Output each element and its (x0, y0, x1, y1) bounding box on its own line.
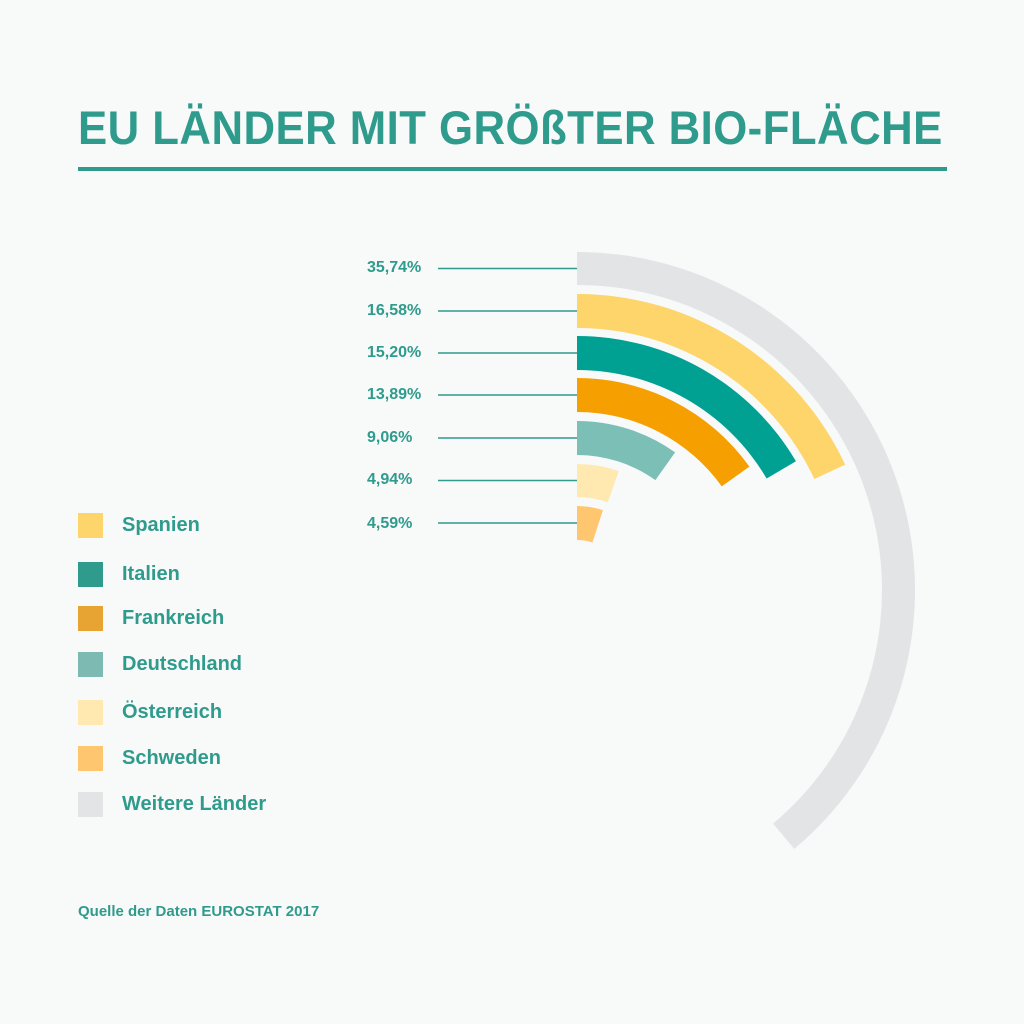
legend-item-frankreich: Frankreich (78, 605, 224, 631)
value-label-deutschland: 9,06% (367, 429, 413, 446)
chart-title: EU LÄNDER MIT GRÖßTER BIO-FLÄCHE (78, 101, 943, 154)
arc-spanien (577, 294, 846, 480)
legend-label: Deutschland (122, 652, 243, 675)
arc-italien (577, 336, 796, 479)
legend-label: Österreich (122, 700, 223, 723)
legend-swatch (78, 791, 103, 817)
legend-label: Spanien (122, 513, 200, 536)
chart-arcs (577, 252, 916, 849)
legend-swatch (78, 561, 103, 587)
arc-schweden (577, 506, 603, 543)
legend-label: Frankreich (122, 606, 225, 629)
value-label-schweden: 4,59% (367, 515, 413, 532)
arc-frankreich (577, 378, 750, 487)
source-note: Quelle der Daten EUROSTAT 2017 (78, 903, 320, 920)
leader-lines (438, 267, 577, 524)
legend-swatch (78, 745, 103, 771)
value-label-spanien: 16,58% (367, 302, 422, 319)
legend-item-schweden: Schweden (78, 745, 221, 771)
arc-österreich (577, 464, 619, 503)
legend-swatch (78, 651, 103, 677)
value-label-italien: 15,20% (367, 344, 422, 361)
legend-item-deutschland: Deutschland (78, 651, 242, 677)
legend-item-oesterreich: Österreich (78, 699, 222, 725)
legend-swatch (78, 605, 103, 631)
value-label-weitere-laender: 35,74% (367, 259, 422, 276)
title-divider (78, 167, 947, 171)
legend-label: Italien (122, 562, 180, 585)
legend-label: Schweden (122, 746, 221, 769)
value-label-oesterreich: 4,94% (367, 471, 413, 488)
legend-label: Weitere Länder (122, 792, 267, 815)
arc-deutschland (577, 421, 676, 481)
value-label-frankreich: 13,89% (367, 386, 422, 403)
arc-weitere-länder (577, 252, 916, 849)
legend-swatch (78, 699, 103, 725)
legend-item-spanien: Spanien (78, 512, 200, 538)
legend-item-italien: Italien (78, 561, 180, 587)
legend-item-weitere-laender: Weitere Länder (78, 791, 266, 817)
legend-swatch (78, 512, 103, 538)
